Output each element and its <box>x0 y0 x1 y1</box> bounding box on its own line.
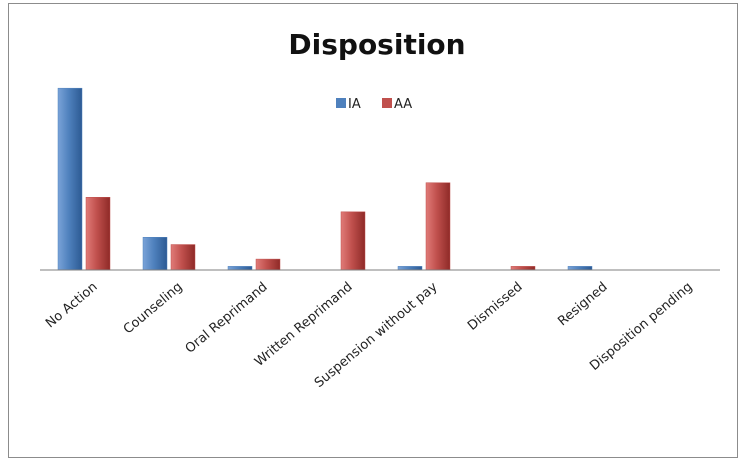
legend-label-aa: AA <box>394 97 412 112</box>
bar-aa-2 <box>255 258 281 271</box>
x-tick-label-5: Dismissed <box>465 280 526 334</box>
x-tick-label-6: Resigned <box>555 280 610 330</box>
x-tick-label-1: Counseling <box>121 280 186 338</box>
bar-aa-4 <box>425 182 451 271</box>
chart-frame <box>8 3 738 458</box>
x-tick-label-2: Oral Reprimand <box>183 280 271 357</box>
bar-aa-0 <box>85 197 111 271</box>
bar-ia-6 <box>567 266 593 271</box>
bar-aa-5 <box>510 266 536 271</box>
bars-group <box>57 87 593 271</box>
bar-ia-1 <box>142 237 168 271</box>
bar-aa-3 <box>340 211 366 271</box>
chart-title: Disposition <box>288 28 465 61</box>
bar-ia-0 <box>57 87 83 271</box>
legend-swatch-aa <box>382 98 392 108</box>
x-tick-label-0: No Action <box>43 280 101 332</box>
legend-swatch-ia <box>336 98 346 108</box>
legend-label-ia: IA <box>348 97 361 112</box>
bar-aa-1 <box>170 244 196 271</box>
legend: IA AA <box>336 97 412 112</box>
bar-ia-4 <box>397 266 423 271</box>
bar-ia-2 <box>227 266 253 271</box>
